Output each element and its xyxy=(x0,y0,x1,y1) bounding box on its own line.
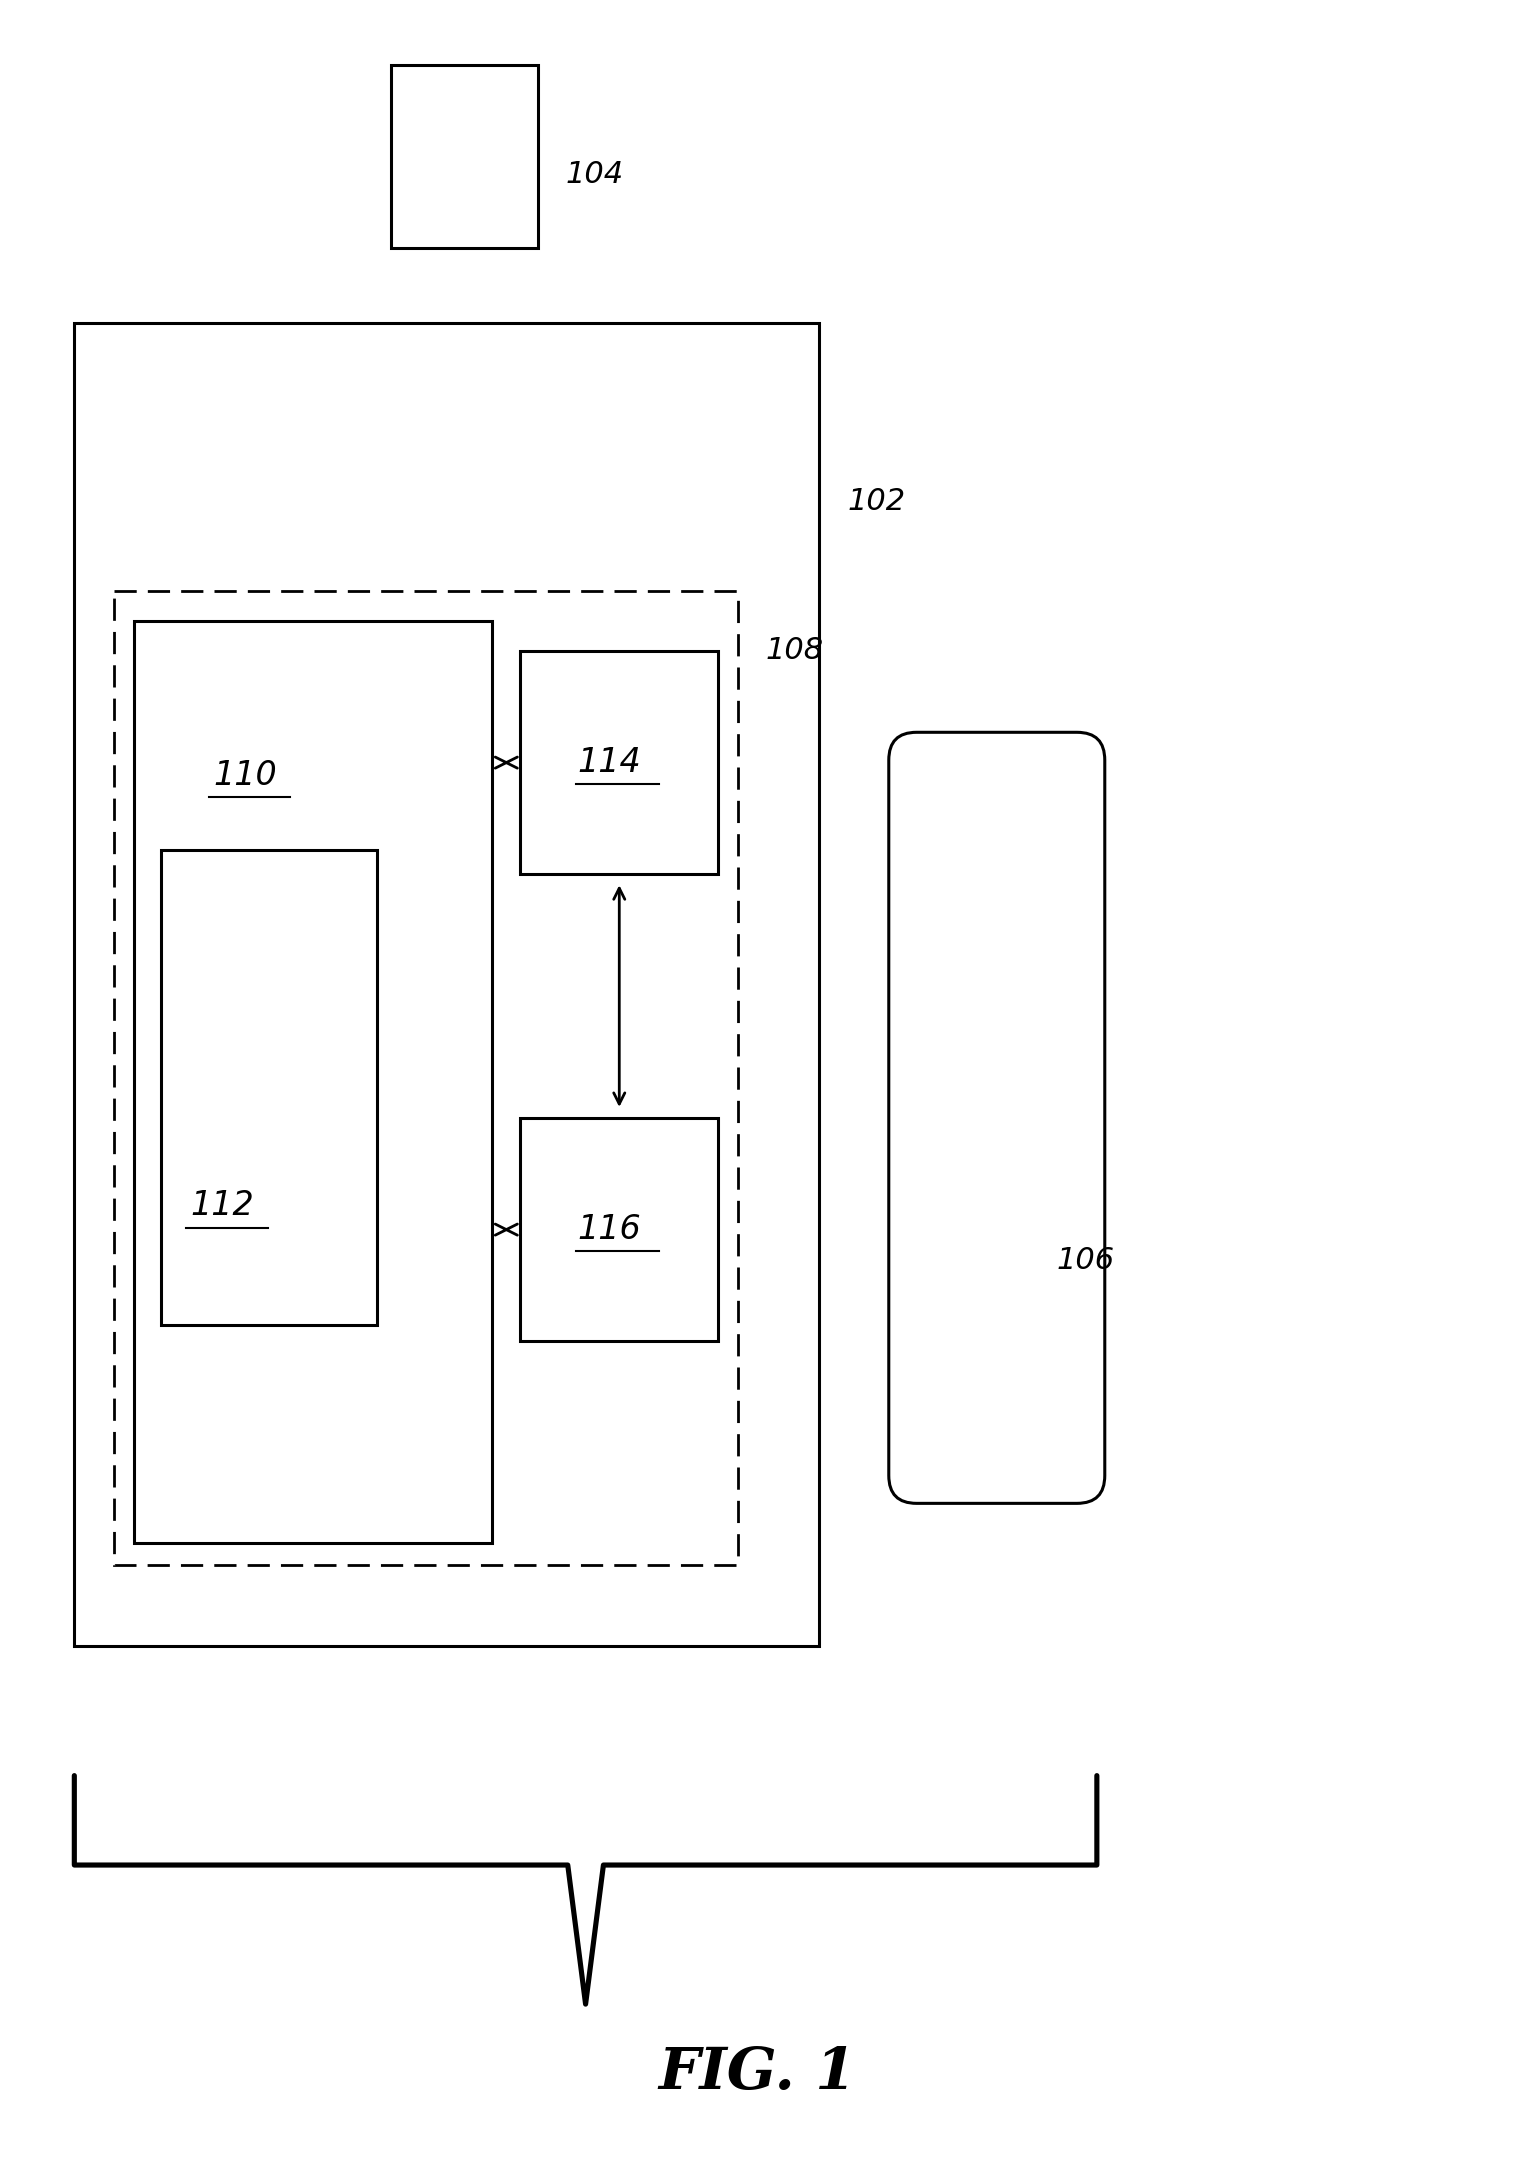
Text: 104: 104 xyxy=(566,161,624,190)
Bar xyxy=(114,591,739,1566)
Text: 114: 114 xyxy=(577,746,642,779)
Bar xyxy=(160,851,377,1324)
Bar xyxy=(521,650,718,875)
Text: 108: 108 xyxy=(766,637,824,665)
Text: 102: 102 xyxy=(848,486,905,517)
Bar xyxy=(521,1119,718,1341)
Text: FIG. 1: FIG. 1 xyxy=(659,2046,855,2102)
Text: 110: 110 xyxy=(213,759,277,792)
Text: 112: 112 xyxy=(191,1189,254,1221)
FancyBboxPatch shape xyxy=(889,733,1105,1503)
Bar xyxy=(74,323,819,1647)
Bar xyxy=(392,65,537,249)
Bar xyxy=(133,622,492,1544)
Text: 116: 116 xyxy=(577,1213,642,1245)
Text: 106: 106 xyxy=(1057,1245,1114,1276)
